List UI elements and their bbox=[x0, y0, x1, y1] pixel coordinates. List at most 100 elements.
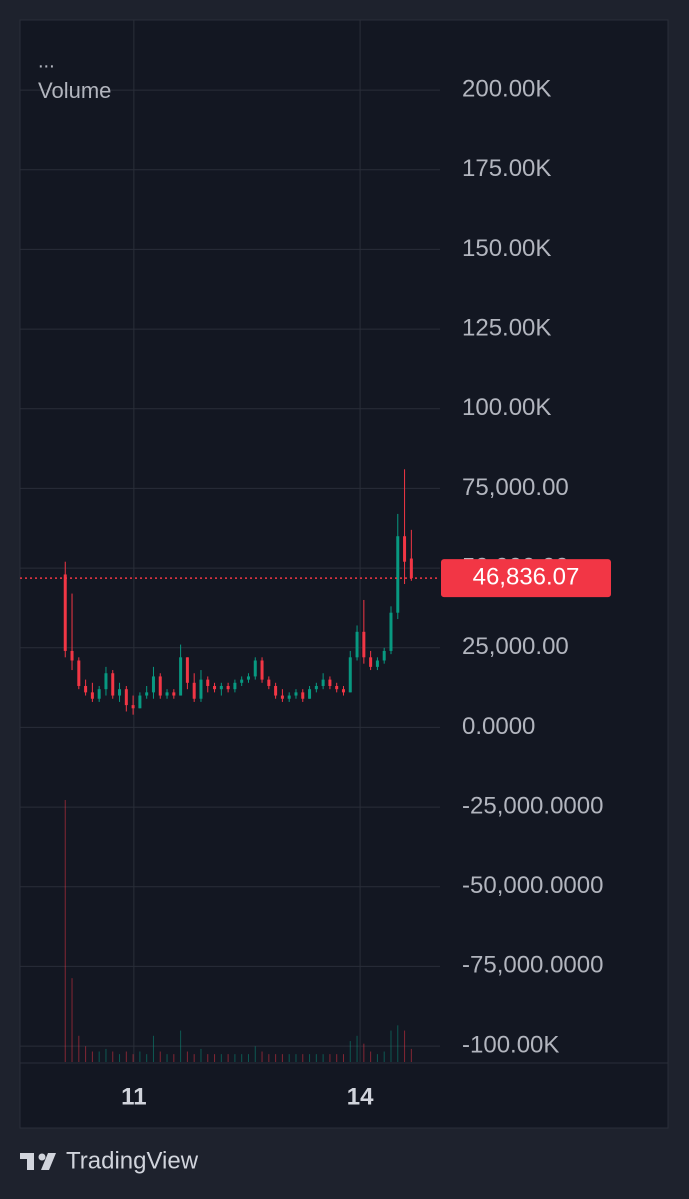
logo-part bbox=[38, 1153, 46, 1161]
volume-bar bbox=[105, 1048, 107, 1062]
candle-body bbox=[389, 612, 393, 651]
volume-layer bbox=[64, 800, 412, 1062]
candle-body bbox=[138, 695, 142, 709]
x-tick-label: 14 bbox=[347, 1083, 374, 1110]
y-tick-label: 100.00K bbox=[462, 394, 551, 421]
candle-body bbox=[124, 689, 128, 706]
volume-bar bbox=[302, 1054, 304, 1062]
y-tick-label: 25,000.00 bbox=[462, 633, 569, 660]
volume-bar bbox=[119, 1054, 121, 1062]
candle-body bbox=[97, 689, 101, 699]
volume-bar bbox=[132, 1054, 134, 1062]
candle-body bbox=[294, 692, 298, 696]
volume-bar bbox=[227, 1054, 229, 1062]
candle-body bbox=[111, 673, 115, 696]
candle-body bbox=[233, 682, 237, 690]
y-tick-label: 175.00K bbox=[462, 155, 551, 182]
candle-body bbox=[240, 679, 244, 683]
grid bbox=[20, 20, 440, 1062]
volume-bar bbox=[397, 1025, 399, 1062]
volume-bar bbox=[322, 1054, 324, 1062]
candle-body bbox=[199, 679, 203, 699]
volume-bar bbox=[349, 1041, 351, 1062]
candle-body bbox=[192, 682, 196, 699]
candle-body bbox=[409, 558, 413, 579]
x-tick-label: 11 bbox=[121, 1083, 146, 1110]
candle-body bbox=[314, 685, 318, 690]
y-tick-label: -100.00K bbox=[462, 1031, 559, 1058]
candle-body bbox=[335, 685, 339, 690]
volume-bar bbox=[91, 1051, 93, 1062]
candle-body bbox=[355, 631, 359, 658]
candle-body bbox=[226, 685, 230, 690]
y-tick-label: -50,000.0000 bbox=[462, 872, 603, 899]
candle-body bbox=[287, 695, 291, 699]
volume-bar bbox=[85, 1046, 87, 1062]
candle-body bbox=[280, 695, 284, 699]
pane-menu[interactable]: ... bbox=[38, 50, 55, 72]
candle-body bbox=[77, 660, 81, 686]
tradingview-logo[interactable]: TradingView bbox=[20, 1147, 199, 1174]
volume-bar bbox=[254, 1046, 256, 1062]
volume-bar bbox=[247, 1054, 249, 1062]
logo-part bbox=[41, 1153, 56, 1170]
candle-body bbox=[104, 673, 108, 690]
volume-bar bbox=[173, 1054, 175, 1062]
volume-bar bbox=[146, 1054, 148, 1062]
candle-body bbox=[341, 689, 345, 693]
y-tick-label: 125.00K bbox=[462, 314, 551, 341]
y-tick-label: 150.00K bbox=[462, 235, 551, 262]
volume-bar bbox=[241, 1054, 243, 1062]
labels-layer: 200.00K 175.00K 150.00K 125.00K 100.00K 75,00… bbox=[20, 75, 611, 1110]
volume-bar bbox=[329, 1054, 331, 1062]
volume-bar bbox=[383, 1051, 385, 1062]
volume-bar bbox=[193, 1054, 195, 1062]
candle-body bbox=[219, 685, 223, 690]
volume-bar bbox=[98, 1051, 100, 1062]
candle-body bbox=[328, 679, 332, 686]
candle-body bbox=[362, 631, 366, 658]
volume-bar bbox=[309, 1054, 311, 1062]
y-tick-label: -75,000.0000 bbox=[462, 952, 603, 979]
candle-body bbox=[118, 689, 122, 696]
volume-bar bbox=[268, 1054, 270, 1062]
candle-body bbox=[274, 685, 278, 696]
candle-body bbox=[213, 685, 217, 690]
candle-body bbox=[145, 692, 149, 696]
volume-bar bbox=[281, 1054, 283, 1062]
volume-bar bbox=[200, 1048, 202, 1062]
candle-body bbox=[179, 657, 183, 696]
candle-body bbox=[375, 660, 379, 667]
volume-bar bbox=[112, 1051, 114, 1062]
candle-body bbox=[172, 692, 176, 696]
candle-body bbox=[131, 705, 135, 709]
pane-title: Volume bbox=[38, 78, 111, 103]
volume-bar bbox=[390, 1030, 392, 1062]
candle-body bbox=[90, 692, 94, 699]
candle-body bbox=[253, 660, 257, 677]
logo-part bbox=[27, 1153, 34, 1170]
volume-bar bbox=[166, 1054, 168, 1062]
volume-bar bbox=[78, 1035, 80, 1062]
volume-bar bbox=[315, 1054, 317, 1062]
candle-body bbox=[403, 536, 407, 562]
brand-name: TradingView bbox=[66, 1147, 199, 1174]
volume-bar bbox=[295, 1054, 297, 1062]
volume-bar bbox=[220, 1054, 222, 1062]
volume-bar bbox=[207, 1054, 209, 1062]
candle-body bbox=[308, 689, 312, 699]
volume-bar bbox=[336, 1054, 338, 1062]
volume-bar bbox=[139, 1051, 141, 1062]
y-tick-label: 0.0000 bbox=[462, 713, 535, 740]
candle-body bbox=[206, 679, 210, 686]
y-tick-label: 200.00K bbox=[462, 75, 551, 102]
volume-bar bbox=[64, 800, 66, 1062]
y-tick-label: -25,000.0000 bbox=[462, 792, 603, 819]
candle-body bbox=[301, 692, 305, 699]
candle-body bbox=[396, 536, 400, 613]
last-price-label: 46,836.07 bbox=[473, 564, 580, 591]
volume-bar bbox=[214, 1054, 216, 1062]
candle-body bbox=[151, 676, 155, 693]
candle-body bbox=[185, 657, 189, 683]
